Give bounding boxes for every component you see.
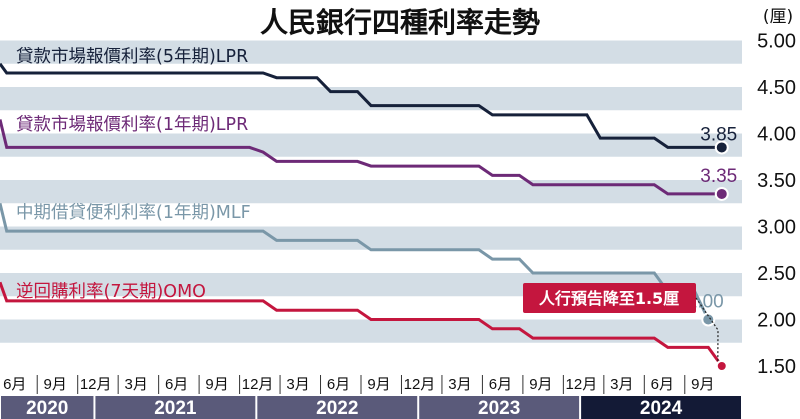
x-axis: 6月 9月 12月 3月 6月 9月 12月 3月 6月 9月 12月 3月 6月 9月 12月 3月 6月 9月… [1, 375, 741, 419]
year-label: 2024 [640, 398, 683, 419]
chart-title: 人民銀行四種利率走勢 [260, 6, 540, 39]
year-label: 2022 [316, 398, 358, 419]
month-label: 6月 [489, 376, 512, 393]
year-cell [419, 396, 580, 419]
y-tick-label: 4.50 [757, 77, 796, 99]
month-label: 3月 [286, 376, 309, 393]
series-labels: 貸款市場報價利率(5年期)LPR 貸款市場報價利率(1年期)LPR 中期借貸便利利率… [16, 47, 251, 302]
month-label: 9月 [691, 376, 714, 393]
month-label: 12月 [242, 376, 274, 393]
month-label: 6月 [327, 376, 350, 393]
series-name-label: 中期借貸便利利率(1年期)MLF [16, 203, 251, 223]
series-name-label: 貸款市場報價利率(5年期)LPR [16, 47, 248, 67]
month-label: 6月 [165, 376, 188, 393]
series-end-value: 2.00 [687, 292, 724, 313]
month-label: 3月 [448, 376, 471, 393]
month-label: 12月 [404, 376, 436, 393]
annotation-box [523, 283, 696, 313]
y-tick-label: 3.50 [757, 170, 796, 192]
y-tick-label: 3.00 [757, 217, 796, 239]
y-axis: 5.00 4.50 4.00 3.50 3.00 2.50 2.00 1.50 [757, 31, 796, 379]
year-cell [257, 396, 418, 419]
series-lines [0, 62, 729, 372]
y-tick-label: 1.50 [757, 356, 796, 378]
series-name-label: 貸款市場報價利率(1年期)LPR [16, 115, 248, 135]
month-label: 3月 [124, 376, 147, 393]
series-name-label: 逆回購利率(7天期)OMO [16, 282, 206, 302]
series-end-marker [715, 360, 728, 372]
year-cell [95, 396, 256, 419]
month-label: 12月 [566, 376, 598, 393]
month-label: 9月 [44, 376, 67, 393]
annotation: 人行預告降至1.5厘 [523, 283, 719, 363]
series-line [0, 62, 722, 149]
year-label: 2021 [154, 398, 197, 419]
series-end-marker [701, 312, 716, 327]
annotation-leader [695, 297, 719, 363]
y-tick-label: 5.00 [757, 31, 796, 53]
month-label: 9月 [205, 376, 228, 393]
month-label: 6月 [651, 376, 674, 393]
year-cell [1, 396, 94, 419]
y-tick-label: 4.00 [757, 124, 796, 146]
year-label: 2020 [26, 398, 68, 419]
annotation-text: 人行預告降至1.5厘 [539, 289, 679, 308]
grid-band [0, 133, 742, 157]
y-tick-label: 2.50 [757, 263, 796, 285]
series-end-marker [714, 186, 729, 201]
month-label: 9月 [367, 376, 390, 393]
month-label: 3月 [610, 376, 633, 393]
grid-band [0, 87, 742, 111]
series-end-value: 3.35 [700, 166, 737, 187]
series-line [0, 281, 724, 367]
end-value-labels: 3.85 3.35 2.00 [687, 124, 737, 312]
series-end-value: 3.85 [700, 124, 737, 145]
series-end-marker [714, 140, 729, 155]
series-line [0, 119, 722, 196]
grid-band [0, 40, 742, 64]
month-label: 12月 [80, 376, 112, 393]
y-tick-label: 2.00 [757, 310, 796, 332]
year-cell [581, 396, 741, 419]
month-label: 6月 [3, 376, 26, 393]
unit-label: (厘) [763, 7, 793, 27]
year-label: 2023 [478, 398, 520, 419]
month-label: 9月 [529, 376, 552, 393]
